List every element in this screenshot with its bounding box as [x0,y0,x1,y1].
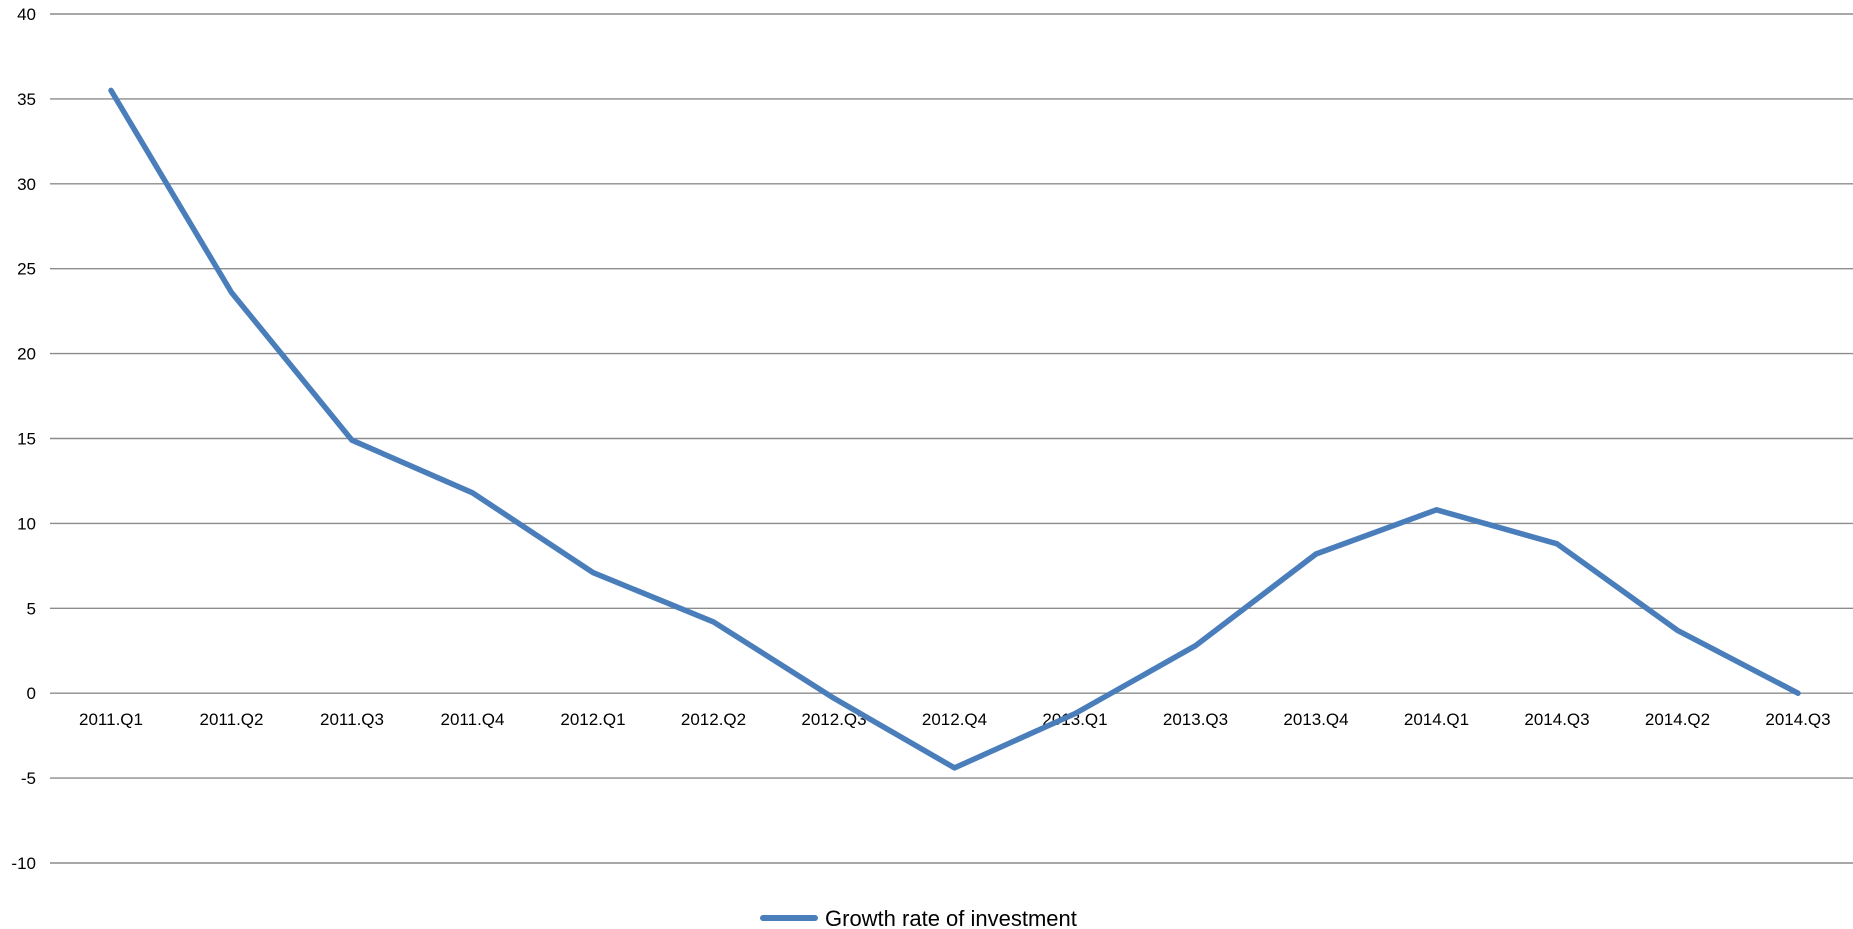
y-tick-label: 10 [17,514,36,533]
y-tick-label: 0 [27,684,36,703]
gridlines [50,13,1853,864]
y-tick-label: -5 [21,769,36,788]
x-tick-label: 2011.Q2 [200,710,264,729]
legend-label: Growth rate of investment [825,906,1077,929]
y-tick-label: 25 [17,260,36,279]
x-tick-label: 2012.Q3 [801,710,866,729]
x-tick-label: 2013.Q1 [1042,710,1107,729]
legend: Growth rate of investment [760,906,1077,929]
x-tick-label: 2014.Q3 [1524,710,1589,729]
y-axis-ticks: -10 -5 0 5 10 15 20 25 30 35 40 [11,5,36,873]
x-tick-label: 2014.Q2 [1645,710,1710,729]
x-tick-label: 2012.Q1 [560,710,625,729]
y-tick-label: 30 [17,175,36,194]
series-layer [108,87,1801,771]
x-tick-label: 2014.Q3 [1765,710,1830,729]
x-tick-label: 2013.Q4 [1283,710,1348,729]
y-tick-label: 20 [17,345,36,364]
series-line-0 [108,87,1801,771]
x-tick-label: 2011.Q1 [79,710,143,729]
x-axis-ticks: 2011.Q1 2011.Q2 2011.Q3 2011.Q4 2012.Q1 2012.… [79,710,1831,729]
y-tick-label: 15 [17,430,36,449]
x-tick-label: 2012.Q4 [922,710,987,729]
x-tick-label: 2013.Q3 [1163,710,1228,729]
x-tick-label: 2014.Q1 [1404,710,1469,729]
x-tick-label: 2011.Q4 [441,710,505,729]
x-tick-label: 2012.Q2 [681,710,746,729]
y-tick-label: 35 [17,90,36,109]
y-tick-label: -10 [11,854,36,873]
y-tick-label: 5 [27,599,36,618]
y-tick-label: 40 [17,5,36,24]
x-tick-label: 2011.Q3 [320,710,384,729]
